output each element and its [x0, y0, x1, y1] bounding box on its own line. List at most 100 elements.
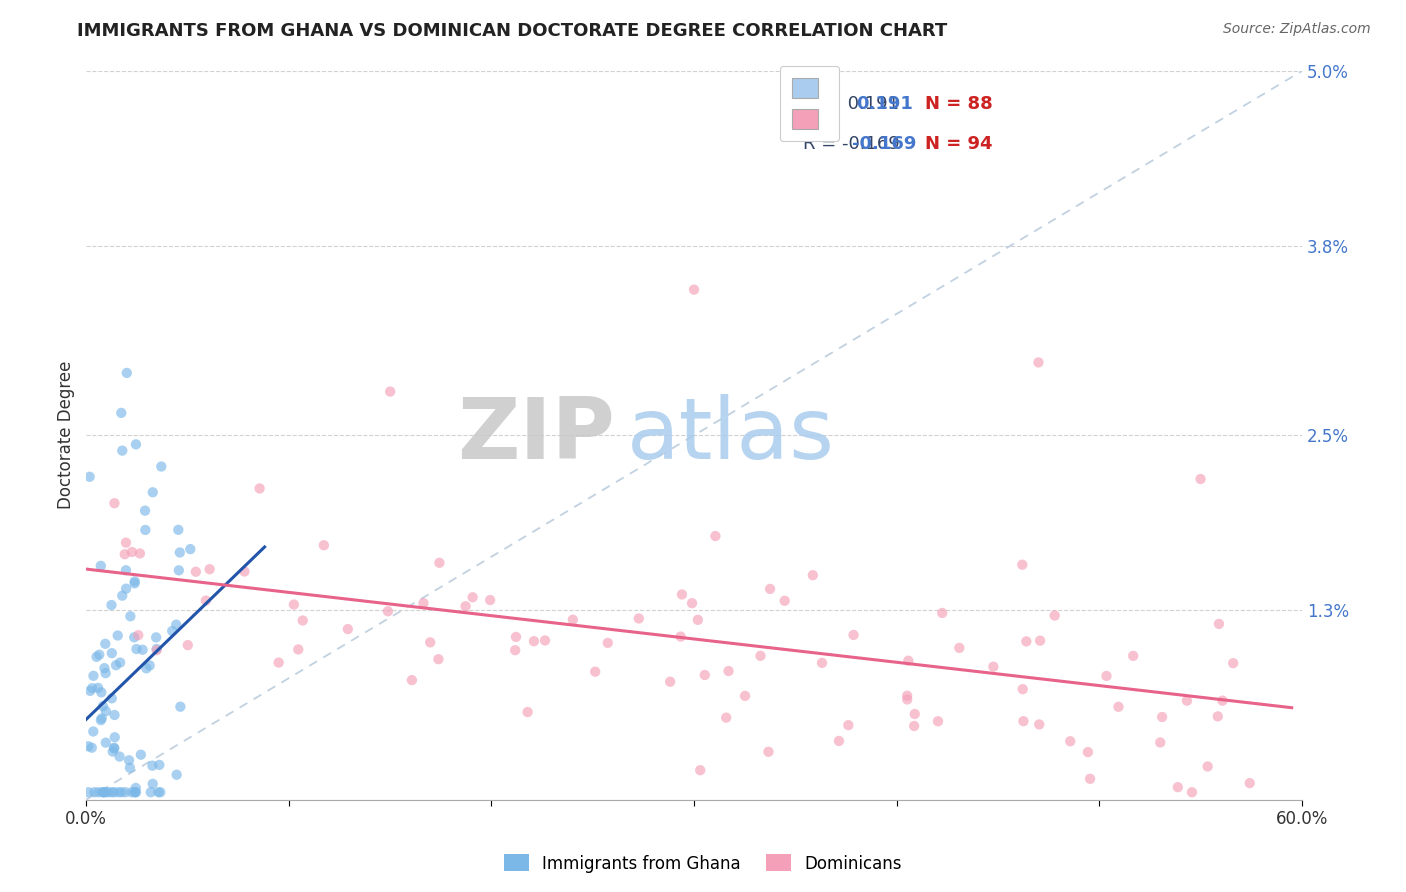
Point	[110, 406, 132, 420]
Point	[704, 529, 727, 543]
Point	[87, 785, 110, 799]
Point	[927, 714, 949, 729]
Point	[377, 604, 399, 618]
Text: R =  0.191: R = 0.191	[803, 95, 900, 113]
Point	[169, 545, 191, 559]
Point	[198, 562, 221, 576]
Point	[94, 736, 117, 750]
Point	[103, 741, 125, 756]
Point	[135, 661, 157, 675]
Point	[312, 538, 335, 552]
Point	[1077, 745, 1099, 759]
Point	[103, 740, 125, 755]
Point	[583, 665, 606, 679]
Point	[1181, 785, 1204, 799]
Point	[79, 470, 101, 484]
Point	[111, 443, 134, 458]
Point	[461, 591, 484, 605]
Point	[121, 545, 143, 559]
Point	[380, 384, 402, 399]
Point	[101, 745, 124, 759]
Point	[90, 713, 112, 727]
Point	[101, 785, 124, 799]
Point	[1015, 634, 1038, 648]
Point	[110, 785, 132, 799]
Point	[749, 648, 772, 663]
Point	[129, 747, 152, 762]
Point	[1206, 709, 1229, 723]
Point	[686, 613, 709, 627]
Point	[1208, 616, 1230, 631]
Legend: Immigrants from Ghana, Dominicans: Immigrants from Ghana, Dominicans	[498, 847, 908, 880]
Point	[91, 785, 114, 799]
Point	[93, 661, 115, 675]
Point	[124, 785, 146, 799]
Point	[122, 630, 145, 644]
Point	[931, 606, 953, 620]
Point	[124, 785, 146, 799]
Point	[150, 459, 173, 474]
Point	[596, 636, 619, 650]
Point	[94, 704, 117, 718]
Point	[91, 699, 114, 714]
Text: 0.191: 0.191	[856, 95, 912, 113]
Point	[134, 523, 156, 537]
Point	[148, 757, 170, 772]
Point	[93, 785, 115, 799]
Point	[149, 785, 172, 799]
Point	[287, 642, 309, 657]
Point	[142, 777, 165, 791]
Point	[166, 768, 188, 782]
Point	[77, 785, 100, 799]
Point	[115, 366, 138, 380]
Point	[111, 589, 134, 603]
Point	[429, 556, 451, 570]
Text: R = -0.169: R = -0.169	[803, 135, 900, 153]
Point	[94, 785, 117, 799]
Point	[716, 711, 738, 725]
Point	[454, 599, 477, 614]
Point	[80, 740, 103, 755]
Point	[115, 535, 138, 549]
Y-axis label: Doctorate Degree: Doctorate Degree	[58, 361, 75, 509]
Point	[94, 637, 117, 651]
Point	[516, 705, 538, 719]
Point	[503, 643, 526, 657]
Legend: , : ,	[780, 65, 839, 142]
Point	[125, 642, 148, 657]
Point	[896, 692, 918, 706]
Point	[896, 689, 918, 703]
Point	[121, 785, 143, 799]
Point	[336, 622, 359, 636]
Point	[828, 734, 851, 748]
Point	[1028, 717, 1050, 731]
Point	[1222, 656, 1244, 670]
Point	[118, 761, 141, 775]
Point	[983, 659, 1005, 673]
Point	[1189, 472, 1212, 486]
Point	[124, 574, 146, 589]
Point	[103, 785, 125, 799]
Point	[194, 593, 217, 607]
Point	[427, 652, 450, 666]
Point	[86, 649, 108, 664]
Point	[107, 628, 129, 642]
Point	[125, 785, 148, 799]
Text: N = 88: N = 88	[925, 95, 993, 113]
Point	[401, 673, 423, 687]
Point	[124, 576, 146, 591]
Point	[177, 638, 200, 652]
Point	[837, 718, 859, 732]
Point	[114, 785, 136, 799]
Point	[1107, 699, 1129, 714]
Point	[717, 664, 740, 678]
Point	[87, 681, 110, 695]
Point	[903, 719, 925, 733]
Point	[811, 656, 834, 670]
Point	[167, 563, 190, 577]
Point	[683, 283, 706, 297]
Point	[734, 689, 756, 703]
Point	[1197, 759, 1219, 773]
Point	[115, 563, 138, 577]
Point	[479, 593, 502, 607]
